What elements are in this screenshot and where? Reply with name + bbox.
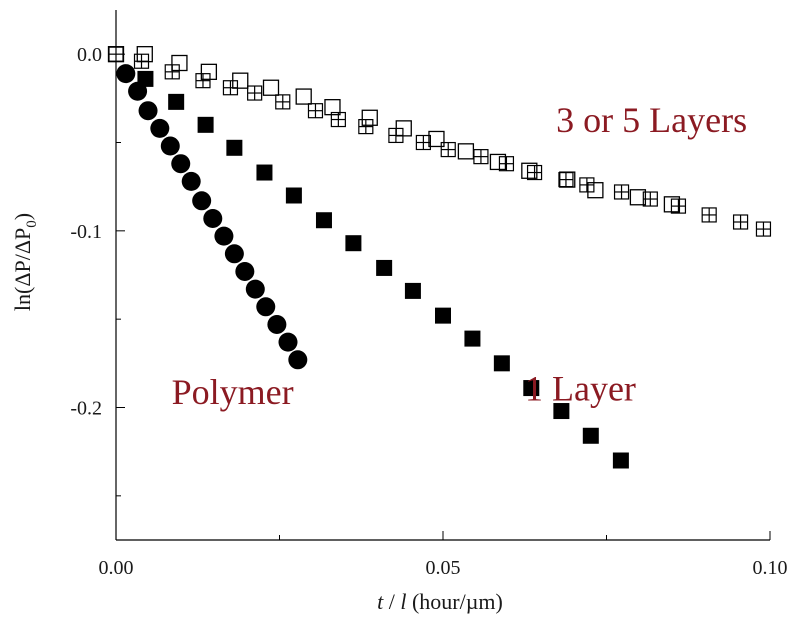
data-point-circle: [181, 171, 201, 191]
data-point-crossed-square: [755, 221, 772, 237]
data-point-square: [345, 235, 362, 252]
data-point-circle: [278, 332, 298, 352]
data-point-square: [523, 380, 540, 397]
data-point-circle: [171, 154, 191, 174]
data-point-square: [256, 164, 273, 181]
data-point-circle: [235, 261, 255, 281]
data-point-crossed-square: [498, 156, 515, 172]
data-point-circle: [138, 101, 158, 121]
data-point-open-square: [324, 99, 341, 116]
series-label-1: 1 Layer: [525, 368, 636, 408]
data-point-open-square: [200, 63, 218, 80]
data-point-circle: [288, 350, 308, 370]
data-point-open-square: [361, 109, 378, 126]
data-point-circle: [150, 118, 170, 138]
x-tick-label: 0.05: [426, 557, 461, 579]
data-point-open-square: [457, 143, 475, 160]
data-point-circle: [192, 191, 212, 211]
series-label-2: 3 or 5 Layers: [556, 100, 747, 140]
data-point-square: [197, 116, 214, 133]
data-point-crossed-square: [195, 73, 211, 89]
data-point-square: [404, 282, 421, 299]
data-point-circle: [116, 64, 136, 84]
data-point-crossed-square: [642, 191, 658, 207]
y-tick-label: -0.1: [70, 221, 102, 243]
data-point-crossed-square: [358, 118, 374, 135]
data-point-circle: [160, 136, 180, 156]
y-tick-label: 0.0: [77, 44, 102, 66]
data-point-square: [435, 307, 451, 324]
data-point-crossed-square: [579, 177, 595, 193]
data-point-crossed-square: [732, 214, 749, 230]
data-point-square: [285, 187, 302, 204]
data-point-square: [315, 212, 332, 229]
series-filled-square: [137, 70, 629, 469]
data-point-circle: [267, 314, 287, 334]
x-tick-label: 0.00: [99, 557, 134, 579]
data-point-open-square: [521, 162, 538, 179]
series-filled-circle: [116, 64, 308, 370]
data-point-open-square: [428, 130, 445, 148]
tick-labels: 0.00 0.05 0.10 0.0 -0.1 -0.2: [70, 44, 787, 579]
data-point-crossed-square: [330, 111, 346, 128]
data-point-crossed-square: [440, 141, 456, 158]
data-point-square: [137, 70, 154, 87]
data-point-square: [168, 93, 185, 110]
series-layer: [107, 46, 772, 469]
data-point-crossed-square: [222, 80, 239, 96]
data-point-square: [493, 355, 510, 372]
series-crossed-square: [108, 46, 772, 237]
data-point-circle: [224, 244, 244, 264]
data-point-square: [553, 403, 570, 420]
data-point-open-square: [587, 182, 604, 199]
data-point-crossed-square: [526, 164, 543, 181]
data-point-square: [464, 330, 481, 347]
data-point-square: [582, 427, 599, 444]
data-point-open-square: [629, 189, 647, 206]
data-point-crossed-square: [670, 198, 687, 214]
data-point-crossed-square: [164, 64, 180, 80]
x-axis-title: t / l (hour/µm): [377, 589, 503, 614]
data-point-circle: [256, 297, 276, 317]
data-point-crossed-square: [307, 103, 324, 119]
data-point-circle: [214, 226, 234, 246]
data-point-crossed-square: [275, 94, 291, 110]
data-point-open-square: [489, 153, 507, 171]
series-label-0: Polymer: [172, 372, 294, 412]
data-point-crossed-square: [613, 184, 630, 200]
data-point-crossed-square: [247, 85, 263, 101]
data-point-crossed-square: [133, 53, 150, 69]
data-point-circle: [245, 279, 265, 299]
y-tick-label: -0.2: [70, 398, 102, 420]
data-point-square: [612, 452, 629, 469]
annotation-layer: Polymer 1 Layer 3 or 5 Layers: [172, 100, 748, 412]
data-point-crossed-square: [388, 127, 404, 144]
data-point-circle: [203, 208, 223, 228]
data-point-crossed-square: [473, 149, 489, 165]
data-point-crossed-square: [701, 207, 717, 223]
y-axis-title: ln(ΔP/ΔP0): [10, 213, 40, 311]
data-point-square: [376, 259, 393, 276]
data-point-open-square: [262, 79, 280, 96]
data-point-square: [226, 139, 243, 156]
data-point-crossed-square: [415, 134, 431, 151]
axes: [115, 10, 770, 541]
data-point-open-square: [295, 88, 312, 105]
x-tick-label: 0.10: [753, 557, 788, 579]
data-point-crossed-square: [108, 46, 124, 62]
data-point-crossed-square: [558, 172, 574, 188]
